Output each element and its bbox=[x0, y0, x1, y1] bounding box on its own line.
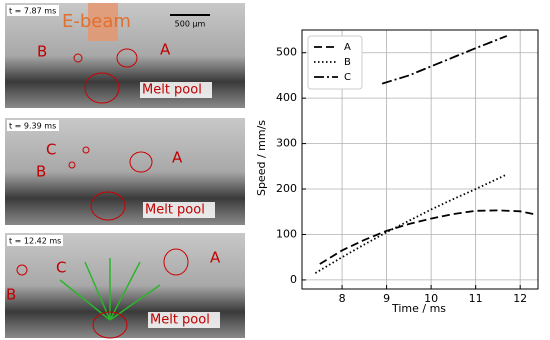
time-box bbox=[7, 5, 59, 16]
series-line bbox=[381, 35, 508, 85]
y-tick-label: 200 bbox=[276, 182, 297, 195]
y-tick-label: 100 bbox=[276, 227, 297, 240]
x-axis-label: Time / ms bbox=[391, 302, 446, 315]
x-tick-label: 12 bbox=[513, 292, 527, 305]
series-line bbox=[319, 209, 534, 265]
marker bbox=[84, 72, 120, 104]
scale-label: 500 µm bbox=[175, 20, 206, 29]
y-tick-label: 0 bbox=[290, 273, 297, 286]
x-tick-label: 8 bbox=[339, 292, 346, 305]
particle-label: C bbox=[56, 259, 66, 277]
marker bbox=[163, 248, 189, 276]
particle-label: B bbox=[6, 286, 16, 304]
y-tick-label: 400 bbox=[276, 91, 297, 104]
series-line bbox=[314, 173, 508, 274]
marker bbox=[68, 161, 76, 169]
pool-box bbox=[143, 202, 215, 218]
panel: t = 12.42 ms A C B Melt pool bbox=[5, 233, 245, 339]
pool-label: Melt pool bbox=[150, 313, 210, 328]
beam-label: E-beam bbox=[62, 11, 131, 32]
legend-label: A bbox=[344, 42, 351, 53]
panel: E-beam 500 µm t = 7.87 ms B A Melt pool bbox=[5, 3, 245, 108]
pool-box bbox=[148, 312, 220, 328]
panel: t = 9.39 ms C B A Melt pool bbox=[5, 118, 245, 225]
plot-frame bbox=[301, 29, 539, 290]
marker bbox=[129, 151, 153, 173]
particle-label: C bbox=[46, 141, 56, 159]
x-tick-label: 11 bbox=[469, 292, 483, 305]
pool-label: Melt pool bbox=[145, 203, 205, 218]
beam-spot bbox=[88, 3, 118, 41]
time-label: t = 7.87 ms bbox=[9, 7, 56, 16]
time-label: t = 9.39 ms bbox=[9, 122, 56, 131]
particle-label: A bbox=[172, 149, 183, 167]
time-box bbox=[7, 120, 59, 131]
x-tick-label: 10 bbox=[424, 292, 438, 305]
particle-label: A bbox=[160, 41, 171, 59]
particle-label: B bbox=[36, 163, 46, 181]
marker bbox=[90, 191, 126, 221]
x-tick-label: 9 bbox=[383, 292, 390, 305]
time-box bbox=[7, 235, 63, 246]
marker bbox=[116, 48, 138, 68]
y-axis-label: Speed / mm/s bbox=[255, 120, 268, 196]
marker bbox=[73, 53, 83, 63]
y-tick-label: 500 bbox=[276, 46, 297, 59]
pool-label: Melt pool bbox=[142, 83, 202, 98]
y-tick-label: 300 bbox=[276, 137, 297, 150]
marker bbox=[82, 146, 90, 154]
particle-label: B bbox=[37, 43, 47, 61]
legend-label: B bbox=[344, 57, 351, 68]
particle-label: A bbox=[210, 249, 221, 267]
marker bbox=[16, 264, 28, 276]
marker bbox=[92, 311, 128, 339]
legend-label: C bbox=[344, 72, 351, 83]
pool-box bbox=[140, 82, 212, 98]
time-label: t = 12.42 ms bbox=[9, 237, 61, 246]
